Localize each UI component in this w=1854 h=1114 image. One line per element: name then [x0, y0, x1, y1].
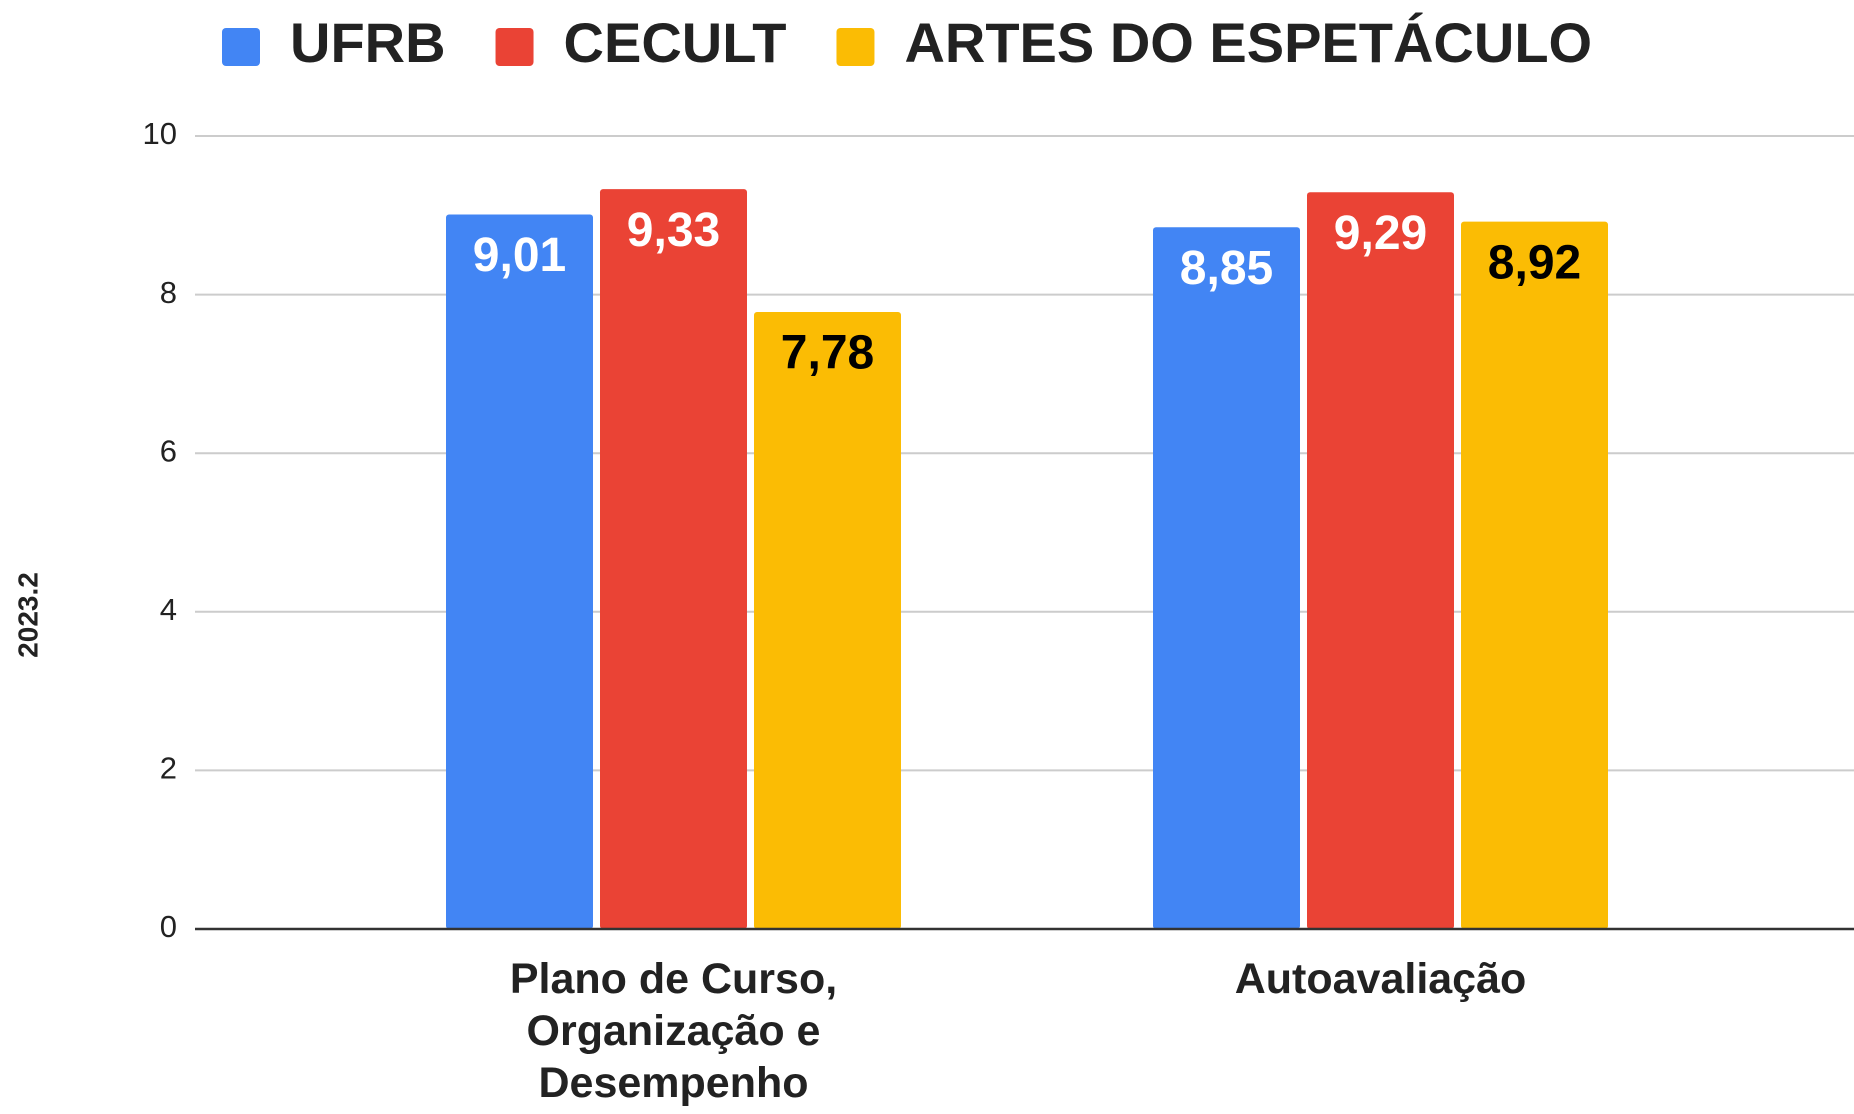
y-tick-label: 0	[160, 909, 177, 944]
bar	[754, 312, 901, 929]
legend-swatch	[222, 28, 260, 66]
bar	[1307, 192, 1454, 930]
legend-label: UFRB	[290, 11, 446, 74]
y-tick-label: 2	[160, 751, 177, 786]
y-axis-label: 2023.2	[12, 572, 43, 658]
x-tick-label: Autoavaliação	[1235, 955, 1527, 1003]
y-tick-label: 8	[160, 275, 177, 310]
bar	[446, 214, 593, 929]
value-label: 8,85	[1180, 242, 1273, 295]
legend-swatch	[836, 28, 875, 66]
x-tick-label: Plano de Curso, Organização e Desempenho	[510, 955, 837, 1107]
value-label: 7,78	[781, 327, 874, 380]
legend-label: ARTES DO ESPETÁCULO	[904, 11, 1592, 74]
y-tick-label: 4	[160, 592, 177, 627]
bar	[1461, 221, 1608, 930]
legend-label: CECULT	[564, 11, 787, 74]
y-tick-label: 6	[160, 433, 177, 468]
value-label: 9,01	[473, 229, 566, 282]
bar	[1153, 227, 1300, 929]
y-tick-label: 10	[143, 116, 177, 151]
value-label: 9,29	[1334, 207, 1427, 260]
value-label: 9,33	[627, 204, 720, 257]
legend-swatch	[495, 28, 534, 66]
value-label: 8,92	[1488, 236, 1581, 289]
bar	[600, 189, 747, 930]
